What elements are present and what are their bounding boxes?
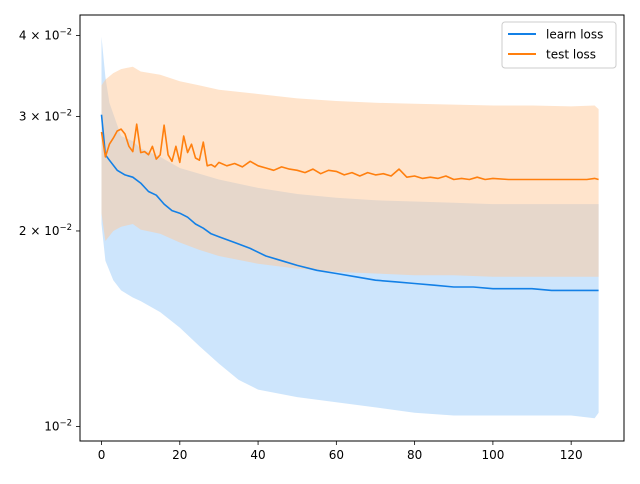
y-tick-label: 4 × 10−2 — [19, 27, 72, 42]
x-tick-label: 20 — [172, 448, 187, 462]
legend: learn loss test loss — [501, 21, 617, 69]
y-tick-label: 2 × 10−2 — [19, 223, 72, 238]
x-tick-label: 100 — [481, 448, 504, 462]
test-loss-band — [101, 66, 599, 277]
legend-label: learn loss — [546, 28, 603, 42]
x-tick-label: 0 — [98, 448, 106, 462]
test-loss-line — [100, 123, 599, 181]
learn-loss-line — [100, 114, 599, 292]
y-axis-ticks: 10−2 2 × 10−2 3 × 10−2 4 × 10−2 — [19, 27, 80, 434]
x-tick-label: 60 — [329, 448, 344, 462]
axes-frame — [79, 14, 625, 442]
confidence-bands — [101, 36, 599, 419]
y-tick-label: 3 × 10−2 — [19, 109, 72, 124]
x-tick-label: 120 — [560, 448, 583, 462]
y-tick-label: 10−2 — [44, 419, 72, 434]
x-tick-label: 80 — [407, 448, 422, 462]
x-axis-ticks: 0 20 40 60 80 100 120 — [98, 441, 583, 462]
x-tick-label: 40 — [250, 448, 265, 462]
legend-label: test loss — [546, 48, 596, 62]
series-lines — [100, 114, 599, 292]
